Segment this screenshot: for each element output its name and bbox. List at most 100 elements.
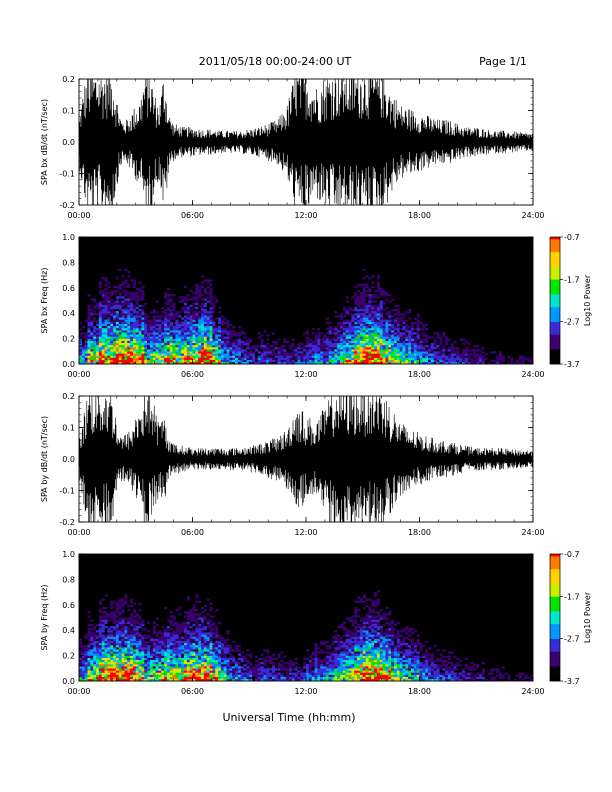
spectrogram-cell (84, 342, 88, 346)
spectrogram-cell (229, 674, 233, 677)
spectrogram-cell (206, 359, 210, 363)
spectrogram-cell (260, 653, 264, 656)
spectrogram-cell (183, 642, 188, 646)
spectrogram-cell (345, 351, 349, 354)
spectrogram-cell (201, 606, 205, 610)
spectrogram-cell (430, 355, 434, 358)
spectrogram-cell (408, 308, 412, 312)
spectrogram-cell (521, 361, 525, 365)
x-tick-label: 06:00 (181, 211, 204, 220)
spectrogram-cell (337, 330, 341, 333)
spectrogram-cell (183, 666, 188, 669)
spectrogram-cells (79, 268, 534, 365)
spectrogram-cell (107, 344, 111, 348)
spectrogram-cell (260, 359, 264, 363)
spectrogram-cell (84, 347, 88, 350)
spectrogram-cell (209, 645, 213, 648)
spectrogram-cell (178, 340, 182, 344)
spectrogram-cell (186, 338, 190, 341)
spectrogram-cell (388, 357, 392, 360)
spectrogram-cell (442, 355, 446, 358)
spectrogram-cell (169, 355, 173, 358)
spectrogram-cell (226, 338, 230, 341)
spectrogram-cell (107, 649, 111, 652)
spectrogram-cell (130, 347, 134, 350)
spectrogram-cell (124, 285, 128, 288)
spectrogram-cell (130, 302, 134, 305)
spectrogram-cell (376, 289, 380, 293)
spectrogram-cell (107, 640, 111, 644)
spectrogram-cell (121, 661, 125, 665)
spectrogram-cell (433, 355, 437, 358)
spectrogram-cell (104, 313, 108, 316)
spectrogram-cell (121, 678, 125, 682)
spectrogram-cell (192, 647, 196, 650)
spectrogram-cell (212, 661, 216, 665)
spectrogram-cell (115, 619, 119, 622)
spectrogram-cell (337, 353, 341, 356)
spectrogram-cell (132, 674, 136, 677)
spectrogram-cell (212, 334, 216, 337)
spectrogram-cell (436, 347, 440, 350)
spectrogram-cell (178, 630, 182, 633)
spectrogram-cell (149, 336, 153, 339)
spectrogram-cell (181, 655, 185, 658)
spectrogram-cell (345, 296, 349, 299)
spectrogram-cell (138, 334, 142, 337)
spectrogram-cell (385, 355, 389, 358)
spectrogram-cell (209, 302, 213, 305)
spectrogram-cell (311, 361, 315, 365)
spectrogram-cell (226, 332, 230, 335)
spectrogram-cell (325, 328, 329, 331)
spectrogram-cell (169, 321, 173, 324)
spectrogram-cell (127, 353, 131, 356)
spectrogram-cell (147, 340, 151, 344)
spectrogram-cell (232, 340, 236, 344)
spectrogram-cell (376, 336, 380, 339)
colorbar-step (550, 279, 560, 282)
spectrogram-cell (371, 349, 375, 352)
spectrogram-cell (98, 338, 102, 341)
spectrogram-cell (149, 328, 153, 331)
spectrogram-cell (303, 332, 307, 335)
spectrogram-cell (161, 315, 165, 318)
spectrogram-cell (158, 645, 162, 648)
spectrogram-cell (181, 666, 185, 669)
spectrogram-cell (155, 319, 159, 322)
spectrogram-cell (422, 334, 426, 337)
spectrogram-cell (144, 338, 148, 341)
spectrogram-cell (178, 625, 182, 629)
spectrogram-cell (297, 344, 301, 348)
colorbar-step (550, 266, 560, 270)
spectrogram-cell (107, 636, 111, 639)
spectrogram-cell (110, 670, 114, 673)
spectrogram-cell (90, 653, 94, 656)
spectrogram-cell (121, 668, 125, 671)
spectrogram-cell (334, 359, 338, 363)
spectrogram-cell (249, 340, 253, 344)
spectrogram-cell (135, 619, 139, 622)
spectrogram-cell (161, 672, 165, 675)
spectrogram-cell (141, 355, 145, 358)
spectrogram-cell (115, 317, 119, 320)
spectrogram-cell (118, 640, 122, 644)
spectrogram-cell (141, 311, 145, 314)
spectrogram-cell (132, 670, 136, 673)
spectrogram-cell (147, 334, 151, 337)
spectrogram-cell (300, 361, 304, 365)
spectrogram-cell (113, 653, 117, 656)
spectrogram-cell (152, 347, 156, 350)
spectrogram-cell (135, 351, 139, 354)
spectrogram-cell (203, 649, 207, 652)
spectrogram-cell (104, 625, 108, 629)
spectrogram-cell (124, 298, 128, 301)
spectrogram-cell (161, 355, 165, 358)
spectrogram-cell (220, 355, 224, 358)
spectrogram-cell (169, 332, 173, 335)
spectrogram-cell (130, 651, 134, 654)
spectrogram-cell (87, 355, 91, 358)
spectrogram-cell (147, 319, 151, 322)
spectrogram-cell (212, 615, 216, 618)
spectrogram-cell (422, 347, 426, 350)
spectrogram-cell (212, 336, 216, 339)
